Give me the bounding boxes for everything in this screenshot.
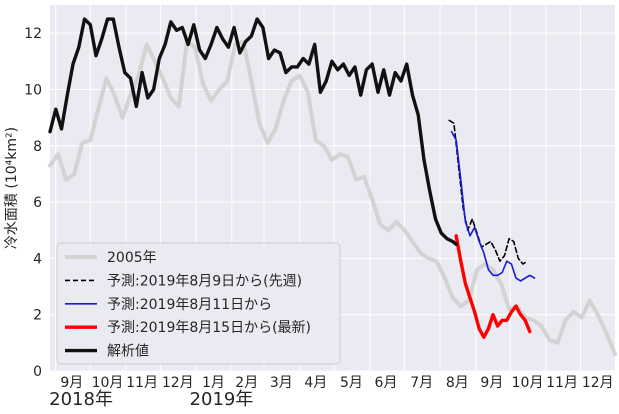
x-tick-label: 11月: [546, 375, 578, 391]
y-tick-label: 12: [24, 26, 42, 42]
x-tick-label: 1月: [202, 375, 225, 391]
series-line: [450, 130, 536, 282]
x-tick-label: 12月: [582, 375, 614, 391]
x-tick-label: 10月: [92, 375, 124, 391]
x-tick-label: 9月: [480, 375, 503, 391]
series-line: [454, 234, 532, 339]
y-tick-label: 8: [33, 139, 42, 155]
x-tick-label: 10月: [512, 375, 544, 391]
legend-label: 予測:2019年8月11日から: [107, 297, 272, 313]
legend-label: 2005年: [107, 250, 157, 266]
x-tick-label: 7月: [410, 375, 433, 391]
y-axis: 0 2 4 6 8 10 12: [24, 26, 42, 380]
year-label: 2019年: [190, 389, 254, 410]
x-tick-label: 3月: [270, 375, 293, 391]
x-axis: 9月 10月 11月 12月 1月 2月 3月 4月 5月 6月 7月 8月 9月 10月 11月 12月20…: [49, 375, 613, 410]
legend-label: 解析値: [107, 344, 149, 360]
y-tick-label: 2: [33, 308, 42, 324]
y-axis-label: 冷水面積 (10⁴km²): [4, 127, 20, 249]
legend-box: [56, 242, 341, 365]
x-tick-label: 6月: [375, 375, 398, 391]
x-tick-label: 9月: [60, 375, 83, 391]
year-label: 2018年: [49, 389, 113, 410]
series-line: [48, 17, 458, 247]
series-layer: [48, 17, 617, 357]
x-tick-label: 2月: [235, 375, 258, 391]
x-tick-label: 5月: [340, 375, 363, 391]
y-tick-label: 6: [33, 195, 42, 211]
y-tick-label: 0: [33, 364, 42, 380]
x-tick-label: 12月: [162, 375, 194, 391]
x-tick-label: 11月: [126, 375, 158, 391]
x-tick-label: 8月: [446, 375, 469, 391]
y-tick-label: 10: [24, 82, 42, 98]
legend-label: 予測:2019年8月15日から(最新): [107, 320, 311, 336]
legend-label: 予測:2019年8月9日から(先週): [107, 273, 302, 289]
x-tick-label: 4月: [304, 375, 327, 391]
y-tick-label: 4: [33, 251, 42, 267]
